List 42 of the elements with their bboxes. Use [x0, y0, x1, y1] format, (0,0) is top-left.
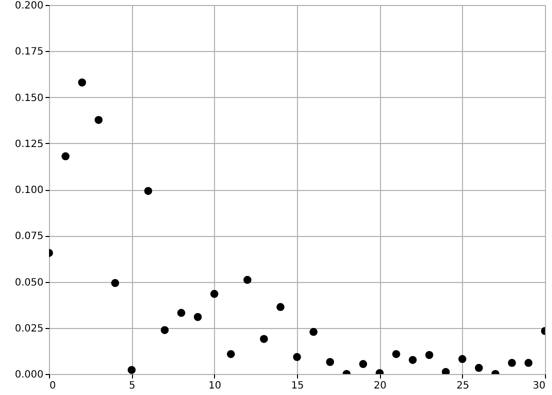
- y-tick-label: 0.075: [14, 231, 44, 242]
- y-tick-label: 0.150: [14, 92, 44, 104]
- point: [425, 351, 434, 359]
- point: [62, 152, 70, 160]
- point: [310, 328, 318, 336]
- point: [194, 312, 202, 321]
- point: [226, 350, 235, 358]
- y-tick-label: 0.050: [14, 277, 44, 288]
- x-tick-label: 10: [208, 380, 222, 392]
- point: [210, 290, 218, 298]
- x-tick-label: 30: [532, 380, 546, 392]
- point: [243, 276, 252, 284]
- y-tick-label: 0.125: [14, 138, 44, 150]
- x-tick-label: 20: [374, 380, 387, 392]
- point: [408, 356, 417, 364]
- point: [78, 78, 86, 86]
- point: [458, 355, 466, 364]
- point: [326, 358, 334, 366]
- y-tick-label: 0.200: [14, 0, 44, 12]
- point: [474, 364, 483, 372]
- point: [508, 358, 516, 367]
- point: [160, 326, 169, 334]
- y-tick-label: 0.175: [14, 46, 44, 58]
- point: [524, 358, 532, 367]
- point: [359, 360, 368, 368]
- point: [442, 368, 450, 374]
- point: [111, 279, 120, 288]
- point: [144, 186, 152, 195]
- point: [177, 308, 186, 317]
- x-tick-label: 25: [456, 380, 470, 392]
- point: [94, 116, 103, 124]
- x-tick-label: 5: [128, 380, 136, 392]
- point: [392, 350, 400, 358]
- y-tick-label: 0.025: [14, 323, 44, 334]
- point: [293, 353, 301, 362]
- y-tick-label: 0.000: [14, 370, 44, 380]
- point: [276, 303, 284, 312]
- y-tick-label: 0.100: [14, 185, 44, 196]
- x-tick-label: 15: [291, 380, 304, 392]
- point: [260, 334, 268, 343]
- point: [128, 366, 136, 374]
- x-tick-label: 0: [50, 380, 56, 392]
